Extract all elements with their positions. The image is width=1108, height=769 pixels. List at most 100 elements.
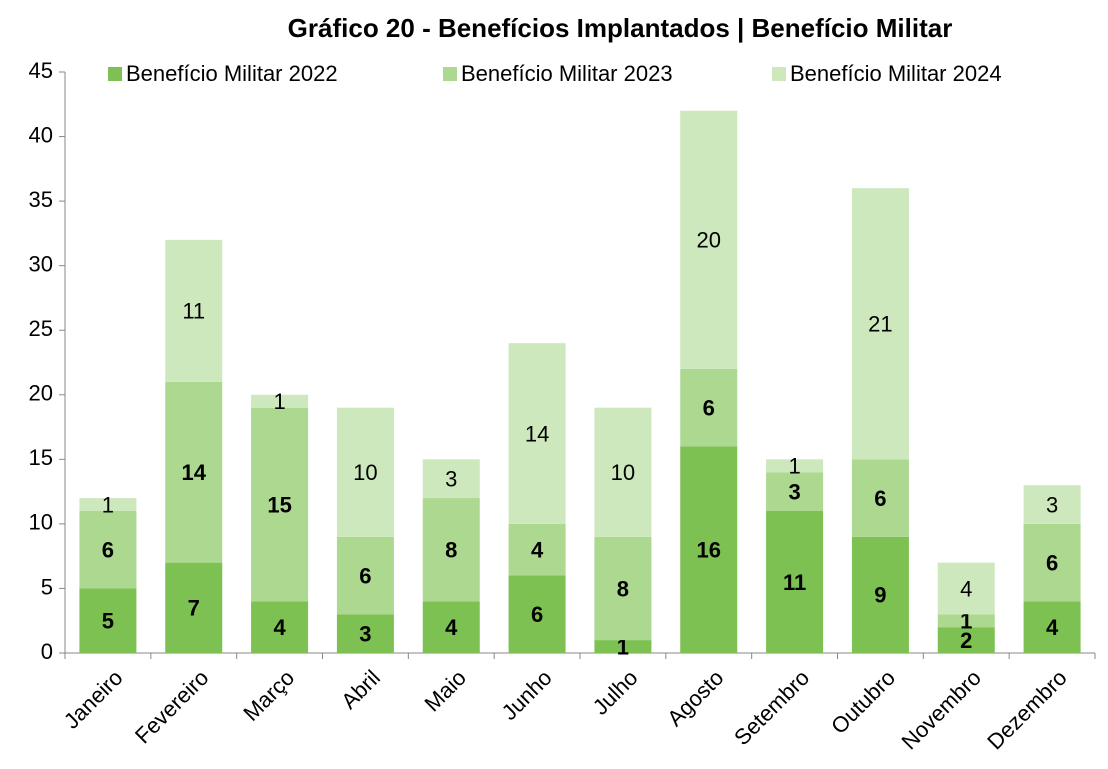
bar-segment — [680, 368, 738, 447]
bar-segment — [79, 588, 137, 653]
bar-segment — [851, 188, 909, 460]
y-tick-label: 45 — [29, 58, 53, 83]
legend-swatch — [772, 67, 786, 81]
x-tick-label: Janeiro — [59, 665, 128, 734]
bar-segment — [251, 407, 309, 602]
bar-segment — [251, 394, 309, 408]
value-label: 1 — [617, 634, 629, 659]
x-tick-label: Maio — [419, 665, 470, 716]
bar-segment — [336, 614, 394, 653]
y-tick-label: 10 — [29, 510, 53, 535]
y-tick-label: 30 — [29, 251, 53, 276]
value-label: 10 — [353, 460, 377, 485]
bar-segment — [766, 459, 824, 473]
bar-segment — [1023, 485, 1081, 524]
legend-swatch — [443, 67, 457, 81]
value-label: 6 — [531, 602, 543, 627]
value-label: 21 — [868, 312, 892, 337]
bar-segment — [336, 407, 394, 537]
value-label: 11 — [783, 570, 806, 595]
value-label: 6 — [874, 486, 886, 511]
bar-segment — [251, 601, 309, 653]
x-tick-label: Novembro — [896, 665, 985, 754]
bar-segment — [594, 407, 652, 537]
legend-swatch — [108, 67, 122, 81]
x-tick-label: Dezembro — [982, 665, 1071, 754]
value-label: 8 — [617, 576, 629, 601]
bar-segment — [165, 239, 223, 382]
bar-segment — [851, 536, 909, 653]
y-tick-label: 35 — [29, 187, 53, 212]
bar-segment — [422, 498, 480, 602]
value-label: 10 — [611, 460, 635, 485]
bar-segment — [680, 446, 738, 653]
value-label: 20 — [697, 228, 721, 253]
y-tick-label: 20 — [29, 381, 53, 406]
value-label: 1 — [960, 609, 972, 634]
value-label: 16 — [697, 538, 721, 563]
value-label: 6 — [359, 563, 371, 588]
value-label: 4 — [531, 538, 544, 563]
legend-label: Benefício Militar 2024 — [790, 61, 1002, 86]
value-label: 14 — [182, 460, 207, 485]
value-label: 7 — [188, 596, 200, 621]
chart-title: Gráfico 20 - Benefícios Implantados | Be… — [288, 13, 953, 43]
value-label: 4 — [273, 615, 286, 640]
bar-segment — [508, 523, 566, 576]
bar-segment — [766, 472, 824, 511]
bar-segment — [422, 601, 480, 653]
value-label: 3 — [1046, 492, 1058, 517]
y-tick-label: 15 — [29, 445, 53, 470]
value-label: 6 — [1046, 550, 1058, 575]
value-label: 3 — [359, 621, 371, 646]
bar-segment — [594, 640, 652, 653]
bar-segment — [79, 498, 137, 511]
bar-segment — [165, 381, 223, 563]
bar-segment — [594, 536, 652, 641]
x-tick-label: Março — [238, 665, 299, 726]
bar-segment — [79, 510, 137, 589]
x-tick-label: Agosto — [662, 665, 728, 731]
y-tick-label: 0 — [41, 639, 53, 664]
bar-segment — [937, 614, 995, 628]
value-label: 3 — [788, 479, 800, 504]
bar-segment — [165, 562, 223, 653]
y-tick-label: 5 — [41, 574, 53, 599]
value-label: 1 — [102, 492, 114, 517]
bar-segment — [422, 459, 480, 499]
value-label: 5 — [102, 609, 114, 634]
bar-segment — [1023, 601, 1081, 653]
bar-segment — [766, 510, 824, 653]
value-label: 6 — [703, 396, 715, 421]
value-label: 1 — [788, 454, 800, 479]
value-label: 4 — [445, 615, 458, 640]
bar-segment — [1023, 523, 1081, 602]
legend-label: Benefício Militar 2022 — [126, 61, 338, 86]
bar-segment — [851, 459, 909, 537]
x-tick-label: Abril — [336, 665, 385, 714]
bar-segment — [680, 110, 738, 369]
value-label: 8 — [445, 538, 457, 563]
x-tick-label: Outubro — [826, 665, 900, 739]
x-tick-label: Setembro — [729, 665, 814, 750]
x-tick-label: Junho — [497, 665, 557, 725]
value-label: 11 — [182, 299, 205, 324]
legend-label: Benefício Militar 2023 — [461, 61, 673, 86]
bar-segment — [336, 536, 394, 615]
value-label: 4 — [1046, 615, 1059, 640]
bar-segment — [937, 562, 995, 615]
x-tick-label: Julho — [588, 665, 643, 720]
y-tick-label: 40 — [29, 122, 53, 147]
y-tick-label: 25 — [29, 316, 53, 341]
bar-segment — [508, 575, 566, 653]
value-label: 14 — [525, 421, 549, 446]
value-label: 2 — [960, 628, 972, 653]
x-tick-label: Fevereiro — [130, 665, 213, 748]
bar-segment — [937, 627, 995, 653]
value-label: 9 — [874, 583, 886, 608]
value-label: 15 — [267, 492, 291, 517]
bar-segment — [508, 343, 566, 524]
value-label: 4 — [960, 576, 972, 601]
value-label: 6 — [102, 538, 114, 563]
